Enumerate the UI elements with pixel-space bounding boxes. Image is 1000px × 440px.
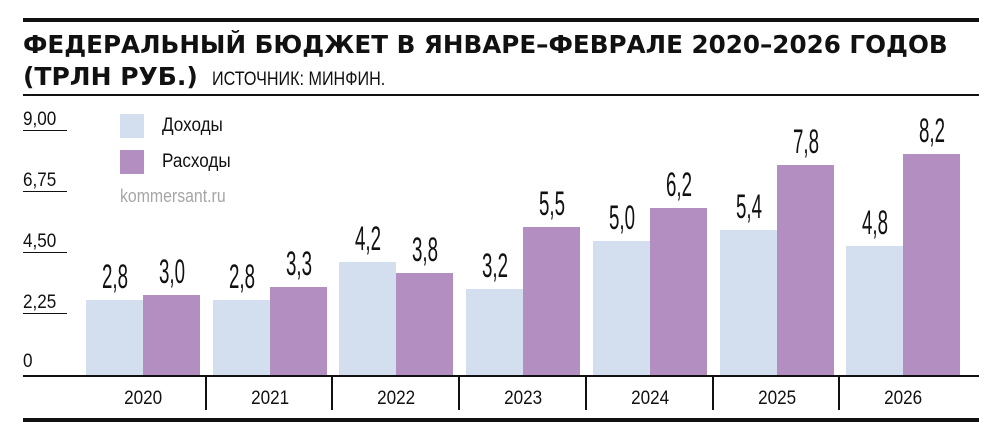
legend-item-expense: Расходы [120,150,238,174]
bar-expense-2024 [650,208,707,376]
y-tick-label: 9,00 [23,109,57,130]
value-label-income-2023: 3,2 [481,247,508,285]
value-label-expense-2023: 5,5 [538,185,565,223]
value-label-income-2025: 5,4 [735,188,762,226]
x-label-2026: 2026 [840,388,966,410]
x-axis-divider [331,376,333,410]
bar-income-2021 [213,300,270,376]
y-tick-label: 2,25 [23,292,57,313]
bar-expense-2020 [143,295,200,376]
bar-expense-2022 [396,273,453,376]
x-axis-divider [585,376,587,410]
value-label-income-2022: 4,2 [354,220,381,258]
x-label-2022: 2022 [333,388,459,410]
y-tick-4-50: 4,50 [23,232,67,253]
y-tick-label: 6,75 [23,170,57,191]
bar-income-2020 [86,300,143,376]
value-label-expense-2020: 3,0 [158,253,185,291]
bar-expense-2021 [270,287,327,376]
y-tick-label: 4,50 [23,231,57,252]
bar-income-2025 [720,230,777,376]
x-axis-divider [838,376,840,410]
x-label-2023: 2023 [460,388,586,410]
x-label-2021: 2021 [207,388,333,410]
value-label-expense-2022: 3,8 [411,231,438,269]
bar-income-2024 [593,241,650,376]
bar-income-2023 [466,289,523,376]
bar-expense-2025 [777,165,834,376]
bar-income-2022 [339,262,396,376]
bottom-rule [23,418,979,422]
value-label-expense-2026: 8,2 [918,112,945,150]
chart-title: ФЕДЕРАЛЬНЫЙ БЮДЖЕТ В ЯНВАРЕ–ФЕВРАЛЕ 2020… [23,30,948,59]
x-label-2020: 2020 [80,388,206,410]
x-axis-divider [458,376,460,410]
value-label-income-2026: 4,8 [861,204,888,242]
legend-label-income: Доходы [162,115,223,136]
x-axis-divider [205,376,207,410]
x-label-text: 2023 [503,388,543,409]
watermark: kommersant.ru [120,186,226,206]
legend-label-expense: Расходы [162,151,231,172]
legend-swatch-expense [120,150,144,174]
x-axis-divider [712,376,714,410]
x-label-text: 2024 [630,388,670,409]
bar-expense-2026 [903,154,960,376]
x-label-text: 2025 [757,388,797,409]
y-tick-label: 0 [23,351,33,372]
x-label-text: 2021 [250,388,290,409]
header-divider [23,94,979,96]
bar-income-2026 [846,246,903,376]
source-label: ИСТОЧНИК: МИНФИН. [211,69,386,90]
legend-swatch-income [120,114,144,138]
value-label-expense-2025: 7,8 [792,123,819,161]
value-label-expense-2024: 6,2 [665,166,692,204]
bar-expense-2023 [523,227,580,376]
x-axis-baseline [23,375,979,377]
y-tick-2-25: 2,25 [23,293,67,314]
x-label-2025: 2025 [714,388,840,410]
subtitle-row: (ТРЛН РУБ.) ИСТОЧНИК: МИНФИН. [23,62,416,96]
top-rule [23,18,979,22]
unit-label: (ТРЛН РУБ.) [23,62,198,91]
value-label-income-2020: 2,8 [101,258,128,296]
y-tick-6-75: 6,75 [23,171,67,192]
x-label-text: 2020 [123,388,163,409]
x-label-2024: 2024 [587,388,713,410]
value-label-income-2024: 5,0 [608,199,635,237]
y-tick-9: 9,00 [23,110,67,131]
x-label-text: 2026 [883,388,923,409]
x-label-text: 2022 [376,388,416,409]
value-label-expense-2021: 3,3 [285,245,312,283]
legend-item-income: Доходы [120,114,230,138]
value-label-income-2021: 2,8 [228,258,255,296]
y-tick-0: 0 [23,352,67,372]
